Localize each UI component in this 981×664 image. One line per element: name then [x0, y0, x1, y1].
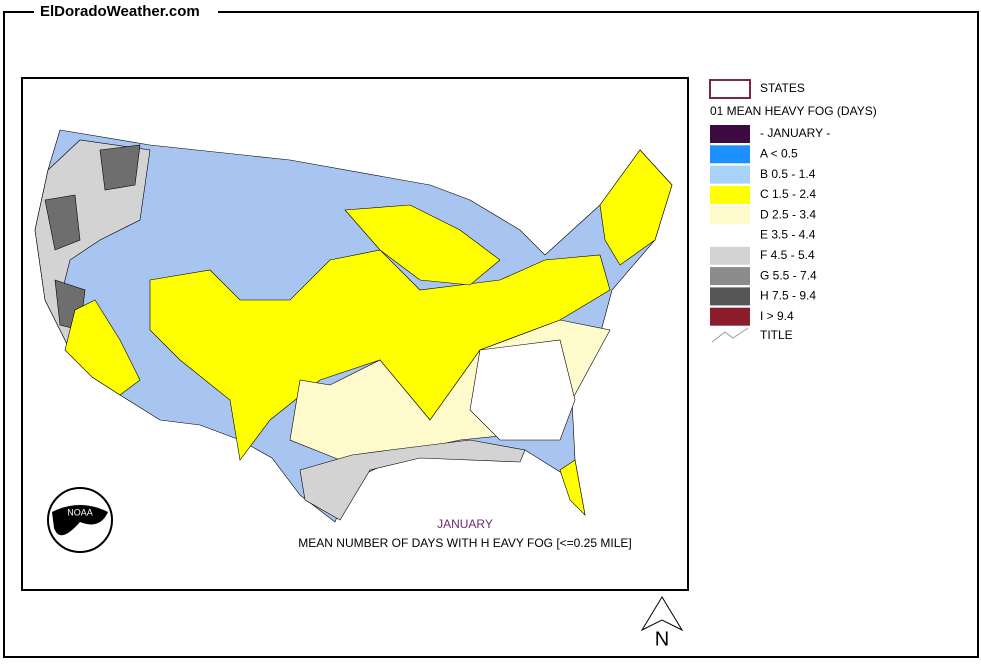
legend-label: I > 9.4: [760, 309, 794, 323]
legend-title: TITLE: [760, 328, 793, 342]
legend-label: E 3.5 - 4.4: [760, 228, 816, 242]
legend-heading: 01 MEAN HEAVY FOG (DAYS): [710, 104, 877, 118]
legend-swatch: [710, 287, 750, 306]
region-e: [469, 339, 576, 441]
legend-label: G 5.5 - 7.4: [760, 268, 817, 282]
map-month: JANUARY: [437, 517, 493, 531]
region-c: [559, 459, 586, 516]
region-f: [299, 439, 526, 521]
legend-swatch: [710, 267, 750, 286]
legend-label: - JANUARY -: [760, 126, 830, 140]
north-arrow: N: [640, 596, 684, 650]
legend-swatch: [710, 185, 750, 204]
legend-states: STATES: [760, 81, 805, 95]
outer-frame: [3, 11, 979, 658]
region-c: [149, 249, 611, 461]
legend-swatch: [710, 165, 750, 184]
us-map: [34, 129, 673, 523]
title-icon: [711, 327, 749, 343]
north-label: N: [655, 628, 669, 650]
noaa-logo: NOAA: [47, 487, 113, 553]
logo-bird: [52, 505, 108, 536]
logo-text: NOAA: [67, 507, 93, 517]
legend-swatch: [710, 145, 750, 164]
region-c: [599, 149, 673, 266]
map-caption: MEAN NUMBER OF DAYS WITH H EAVY FOG [<=0…: [298, 536, 631, 550]
region-c: [64, 299, 141, 396]
legend-label: D 2.5 - 3.4: [760, 207, 816, 221]
site-title: ElDoradoWeather.com: [40, 3, 200, 20]
legend-label: H 7.5 - 9.4: [760, 289, 816, 303]
legend: STATES 01 MEAN HEAVY FOG (DAYS) - JANUAR…: [709, 79, 877, 343]
legend-swatch: [710, 246, 750, 265]
legend-swatch: [710, 226, 750, 245]
legend-label: B 0.5 - 1.4: [760, 167, 816, 181]
legend-swatch: [710, 206, 750, 225]
legend-label: A < 0.5: [760, 146, 798, 160]
states-swatch: [709, 79, 751, 99]
legend-swatch: [710, 125, 750, 143]
arrow-shape: [640, 596, 684, 632]
legend-swatch: [710, 307, 750, 326]
legend-label: F 4.5 - 5.4: [760, 248, 815, 262]
title-backing: [34, 2, 218, 22]
region-c: [344, 204, 501, 286]
legend-label: C 1.5 - 2.4: [760, 187, 816, 201]
